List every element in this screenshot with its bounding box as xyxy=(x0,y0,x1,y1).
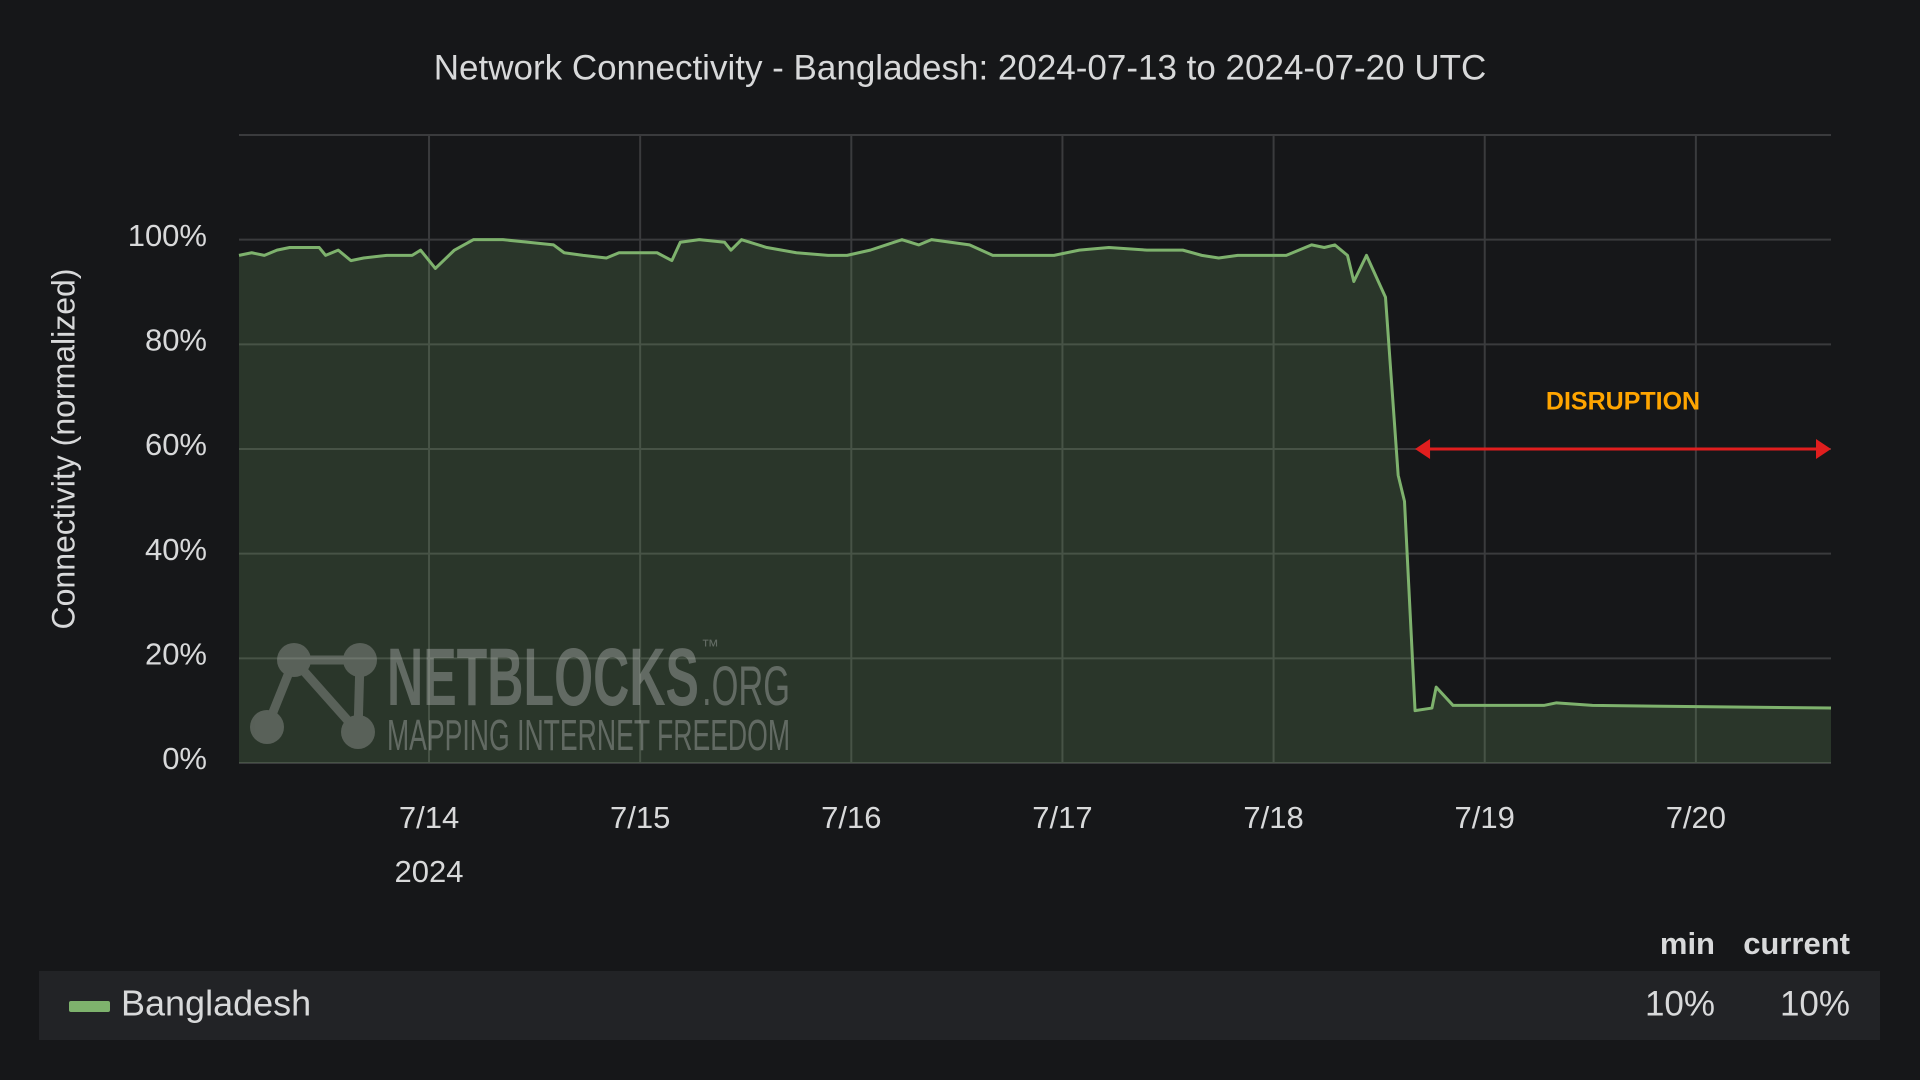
watermark-tm: ™ xyxy=(701,636,719,656)
x-tick-label: 7/16 xyxy=(821,800,881,835)
y-tick-label: 20% xyxy=(145,637,207,672)
arrow-head xyxy=(1415,439,1431,459)
watermark-name: NETBLOCKS xyxy=(387,632,699,723)
legend-stat: 10% xyxy=(1780,984,1850,1023)
legend-column-header: current xyxy=(1743,926,1850,961)
x-tick-label: 7/18 xyxy=(1243,800,1303,835)
watermark-suffix: .ORG xyxy=(702,654,790,717)
y-axis-label: Connectivity (normalized) xyxy=(45,268,81,629)
line xyxy=(238,238,1832,713)
watermark-node xyxy=(277,643,311,677)
legend-entry[interactable]: Bangladesh xyxy=(121,983,311,1024)
x-tick-label: 7/20 xyxy=(1666,800,1726,835)
x-year-label: 2024 xyxy=(395,854,464,889)
y-tick-label: 100% xyxy=(128,218,207,253)
chart-title: Network Connectivity - Bangladesh: 2024-… xyxy=(434,48,1487,87)
watermark-node xyxy=(250,710,284,744)
watermark-link xyxy=(290,657,362,735)
arrow-head xyxy=(1816,439,1831,459)
y-tick-label: 0% xyxy=(162,741,207,776)
watermark-node xyxy=(343,643,377,677)
axes: 0% 20% 40% 60% 80% 100% 7/14 2024 7/15 7/16 7/17 7/… xyxy=(128,218,1726,889)
y-tick-label: 60% xyxy=(145,427,207,462)
x-tick-label: 7/17 xyxy=(1032,800,1092,835)
legend-column-header: min xyxy=(1660,926,1715,961)
x-tick-label: 7/14 xyxy=(399,800,459,835)
watermark: NETBLOCKS ™ .ORG MAPPING INTERNET FREEDO… xyxy=(250,632,790,760)
legend-row xyxy=(39,971,1880,1040)
watermark-tagline: MAPPING INTERNET FREEDOM xyxy=(387,711,790,760)
area xyxy=(239,239,1831,763)
plot xyxy=(238,238,1832,763)
watermark-link xyxy=(353,659,365,733)
y-tick-label: 40% xyxy=(145,532,207,567)
legend-swatch xyxy=(69,1001,110,1012)
annotation: DISRUPTION xyxy=(1415,388,1831,459)
annotation-label: DISRUPTION xyxy=(1546,388,1700,416)
x-tick-label: 7/19 xyxy=(1455,800,1515,835)
watermark-node xyxy=(341,715,375,749)
grid xyxy=(239,134,1831,764)
legend-stat: 10% xyxy=(1645,984,1715,1023)
x-tick-label: 7/15 xyxy=(610,800,670,835)
watermark-link xyxy=(262,658,299,729)
y-tick-label: 80% xyxy=(145,323,207,358)
legend: min current Bangladesh 10% 10% xyxy=(39,926,1880,1040)
